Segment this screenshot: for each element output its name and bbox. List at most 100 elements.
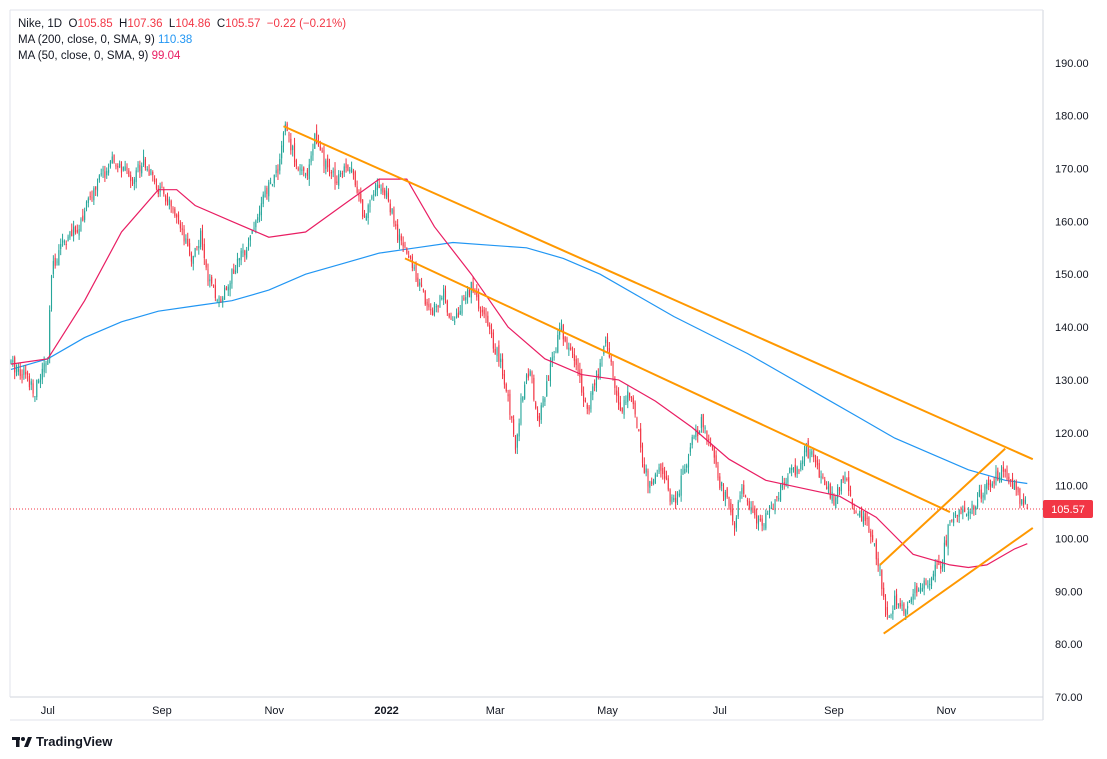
candle-body — [10, 360, 12, 365]
candle-body — [643, 464, 645, 474]
trendline-channel-upper[interactable] — [879, 447, 1006, 566]
candle — [722, 483, 725, 502]
candle — [754, 505, 756, 519]
candle — [621, 407, 623, 414]
legend-ma200-row[interactable]: MA (200, close, 0, SMA, 9) 110.38 — [18, 32, 346, 48]
candle — [664, 466, 666, 484]
candle-body — [130, 175, 132, 182]
candle-body — [897, 603, 899, 605]
candle-body — [308, 164, 310, 180]
candle-body — [235, 270, 237, 273]
candle-body — [23, 369, 25, 375]
candle-body — [120, 161, 123, 173]
candle-body — [872, 535, 874, 541]
trendline-upper-downtrend[interactable] — [283, 125, 1034, 461]
candle-body — [616, 390, 618, 396]
legend-interval[interactable]: 1D — [47, 18, 63, 30]
candle-body — [973, 506, 975, 510]
candle — [170, 199, 172, 213]
candle — [229, 280, 231, 297]
candle-body — [1010, 479, 1012, 481]
candle — [117, 163, 119, 173]
candle-body — [634, 402, 636, 415]
candle — [807, 437, 809, 459]
candle-body — [879, 566, 881, 570]
candle-body — [861, 509, 863, 522]
brand-label: TradingView — [36, 734, 113, 749]
candle — [991, 481, 993, 488]
candle — [166, 192, 169, 206]
candle-body — [704, 427, 706, 429]
candle — [362, 198, 364, 220]
candle-body — [791, 468, 793, 471]
candle-body — [745, 496, 747, 498]
candle — [873, 543, 876, 547]
candle-body — [492, 332, 494, 349]
candle — [49, 305, 51, 364]
candle — [150, 168, 152, 176]
trendline-middle-downtrend[interactable] — [404, 257, 951, 513]
trendline-channel-lower[interactable] — [883, 527, 1034, 635]
candle-body — [58, 250, 60, 266]
candle — [535, 400, 537, 410]
candle — [264, 185, 266, 198]
candle-body — [43, 363, 45, 373]
candle — [750, 501, 752, 515]
x-tick-label: Nov — [936, 705, 956, 717]
trendlines-layer — [283, 125, 1034, 635]
candle — [489, 322, 491, 335]
candle — [422, 288, 424, 293]
candle-body — [409, 255, 412, 258]
candle-body — [117, 166, 119, 168]
candle — [308, 158, 310, 186]
candle — [60, 238, 62, 256]
candle — [155, 178, 157, 191]
candle — [656, 469, 658, 477]
candle-body — [1026, 507, 1028, 510]
candle — [977, 492, 979, 510]
candle — [63, 239, 65, 246]
candle — [855, 510, 857, 514]
legend-change: −0.22 (−0.21%) — [266, 18, 347, 30]
candle — [321, 147, 323, 153]
candle-body — [201, 230, 204, 245]
candle — [87, 196, 89, 208]
candle-body — [146, 168, 148, 170]
candle — [231, 268, 233, 289]
candle-body — [789, 467, 791, 474]
candle — [67, 234, 69, 242]
candle — [721, 481, 723, 492]
last-price-badge[interactable] — [1043, 500, 1093, 519]
candle — [573, 348, 575, 368]
candle — [426, 298, 428, 311]
candle-body — [452, 319, 454, 321]
candle — [61, 233, 64, 247]
candle-body — [689, 447, 691, 453]
candle — [796, 465, 798, 478]
candle — [960, 506, 962, 515]
candle-body — [443, 288, 445, 300]
candle — [271, 183, 273, 187]
candle — [540, 402, 542, 424]
candle-body — [781, 482, 783, 488]
legend-symbol[interactable]: Nike — [18, 18, 42, 30]
candle-body — [382, 187, 384, 193]
candle — [840, 479, 842, 495]
candle — [953, 512, 955, 527]
tradingview-logo[interactable]: TradingView — [12, 734, 112, 749]
candle-body — [341, 173, 343, 175]
candle — [470, 281, 472, 304]
ma200-line — [10, 241, 1028, 485]
candle — [715, 450, 717, 468]
candle-body — [211, 277, 213, 284]
candle — [1000, 465, 1003, 483]
candle-body — [439, 295, 441, 308]
candle-body — [916, 585, 918, 593]
candle — [483, 306, 485, 319]
candle-body — [676, 492, 679, 503]
candle — [279, 153, 281, 175]
legend-ma50-row[interactable]: MA (50, close, 0, SMA, 9) 99.04 — [18, 48, 346, 64]
candle — [131, 177, 134, 186]
candle — [802, 456, 804, 471]
